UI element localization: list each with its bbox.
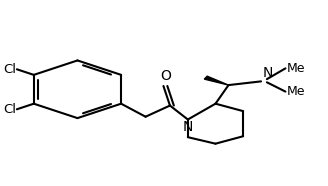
Text: N: N (183, 121, 193, 134)
Text: O: O (161, 69, 172, 83)
Text: N: N (263, 66, 273, 81)
Text: Cl: Cl (3, 103, 16, 116)
Text: Cl: Cl (3, 63, 16, 76)
Text: Me: Me (287, 85, 306, 98)
Text: Me: Me (287, 62, 306, 75)
Polygon shape (204, 76, 229, 85)
